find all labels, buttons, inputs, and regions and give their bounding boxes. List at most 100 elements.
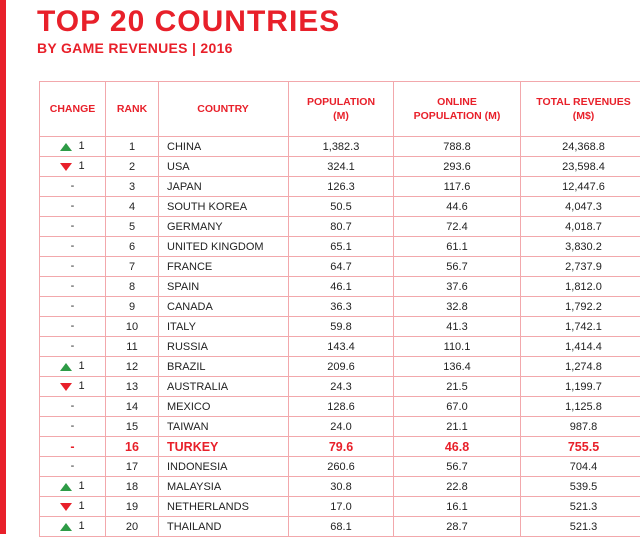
change-cell: -	[40, 217, 106, 237]
online-population-cell: 44.6	[394, 197, 521, 217]
revenue-cell: 2,737.9	[521, 257, 640, 277]
revenue-cell: 12,447.6	[521, 177, 640, 197]
population-cell: 209.6	[289, 357, 394, 377]
arrow-down-icon	[60, 383, 72, 391]
page-title: TOP 20 COUNTRIES	[37, 5, 340, 39]
change-cell: 1	[40, 497, 106, 517]
population-cell: 46.1	[289, 277, 394, 297]
rank-cell: 19	[106, 497, 159, 517]
rank-cell: 4	[106, 197, 159, 217]
country-cell: INDONESIA	[159, 457, 289, 477]
country-cell: NETHERLANDS	[159, 497, 289, 517]
country-cell: CANADA	[159, 297, 289, 317]
change-cell: -	[40, 297, 106, 317]
country-cell: TAIWAN	[159, 417, 289, 437]
population-cell: 59.8	[289, 317, 394, 337]
online-population-cell: 67.0	[394, 397, 521, 417]
online-population-cell: 16.1	[394, 497, 521, 517]
change-cell: -	[40, 197, 106, 217]
country-cell: UNITED KINGDOM	[159, 237, 289, 257]
change-value: -	[71, 421, 75, 433]
population-cell: 30.8	[289, 477, 394, 497]
population-cell: 126.3	[289, 177, 394, 197]
change-cell: -	[40, 437, 106, 457]
arrow-up-icon	[60, 483, 72, 491]
country-cell: GERMANY	[159, 217, 289, 237]
arrow-up-icon	[60, 523, 72, 531]
online-population-cell: 37.6	[394, 277, 521, 297]
header-online-population-label: ONLINE POPULATION (M)	[407, 95, 507, 123]
population-cell: 24.0	[289, 417, 394, 437]
change-cell: -	[40, 457, 106, 477]
population-cell: 24.3	[289, 377, 394, 397]
accent-bar	[0, 0, 6, 534]
population-cell: 80.7	[289, 217, 394, 237]
header-total-revenues: TOTAL REVENUES (M$)	[521, 82, 640, 137]
population-cell: 64.7	[289, 257, 394, 277]
change-cell: 1	[40, 357, 106, 377]
header-population: POPULATION (M)	[289, 82, 394, 137]
change-value: -	[71, 341, 75, 353]
online-population-cell: 293.6	[394, 157, 521, 177]
revenue-cell: 3,830.2	[521, 237, 640, 257]
population-cell: 50.5	[289, 197, 394, 217]
change-value: -	[71, 301, 75, 313]
arrow-up-icon	[60, 143, 72, 151]
online-population-cell: 32.8	[394, 297, 521, 317]
change-cell: 1	[40, 137, 106, 157]
change-value: -	[71, 321, 75, 333]
revenue-cell: 704.4	[521, 457, 640, 477]
online-population-cell: 21.5	[394, 377, 521, 397]
revenue-cell: 1,414.4	[521, 337, 640, 357]
arrow-down-icon	[60, 503, 72, 511]
country-cell: JAPAN	[159, 177, 289, 197]
online-population-cell: 22.8	[394, 477, 521, 497]
revenue-cell: 4,047.3	[521, 197, 640, 217]
rank-cell: 12	[106, 357, 159, 377]
population-cell: 324.1	[289, 157, 394, 177]
country-cell: SPAIN	[159, 277, 289, 297]
rank-cell: 17	[106, 457, 159, 477]
header-rank: RANK	[106, 82, 159, 137]
change-value: -	[71, 461, 75, 473]
online-population-cell: 110.1	[394, 337, 521, 357]
revenue-cell: 4,018.7	[521, 217, 640, 237]
header-online-population: ONLINE POPULATION (M)	[394, 82, 521, 137]
online-population-cell: 21.1	[394, 417, 521, 437]
rank-cell: 7	[106, 257, 159, 277]
change-cell: -	[40, 317, 106, 337]
country-cell: CHINA	[159, 137, 289, 157]
change-cell: 1	[40, 377, 106, 397]
revenue-cell: 1,125.8	[521, 397, 640, 417]
revenue-cell: 521.3	[521, 497, 640, 517]
online-population-cell: 61.1	[394, 237, 521, 257]
country-cell: BRAZIL	[159, 357, 289, 377]
rank-cell: 10	[106, 317, 159, 337]
country-cell: FRANCE	[159, 257, 289, 277]
page-subtitle: BY GAME REVENUES | 2016	[37, 40, 233, 56]
arrow-down-icon	[60, 163, 72, 171]
change-cell: -	[40, 257, 106, 277]
change-value: 1	[78, 381, 84, 393]
country-cell: MALAYSIA	[159, 477, 289, 497]
country-cell: ITALY	[159, 317, 289, 337]
rank-cell: 8	[106, 277, 159, 297]
rank-cell: 9	[106, 297, 159, 317]
country-cell: USA	[159, 157, 289, 177]
change-cell: 1	[40, 157, 106, 177]
online-population-cell: 136.4	[394, 357, 521, 377]
rank-cell: 3	[106, 177, 159, 197]
